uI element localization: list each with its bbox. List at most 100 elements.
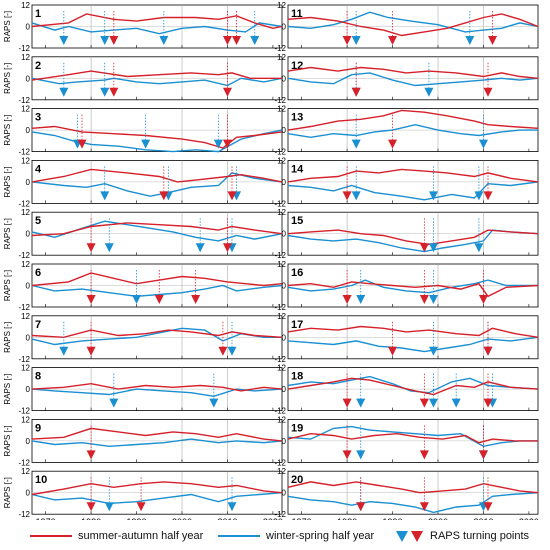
panel-number: 10 [35, 474, 47, 486]
y-tick-label: 12 [21, 467, 30, 476]
series-winter [287, 425, 538, 448]
summer-turning-point [483, 346, 493, 356]
series-winter [287, 492, 539, 514]
y-tick-label: 12 [21, 260, 30, 269]
y-tick-label: -12 [18, 199, 30, 208]
y-tick-label: 12 [21, 364, 30, 373]
winter-turning-point [474, 191, 484, 201]
series-summer [287, 66, 539, 79]
summer-turning-point [356, 502, 366, 512]
summer-turning-point [419, 398, 429, 408]
winter-turning-point [104, 502, 114, 512]
summer-turning-point [342, 36, 352, 45]
series-winter [31, 77, 283, 87]
panel-4: 12 0 -12 RAPS [-] 4 [3, 156, 283, 208]
y-tick-label: 12 [277, 53, 286, 62]
y-tick-label: -12 [18, 44, 30, 53]
summer-turning-point [483, 191, 493, 201]
y-tick-label: 12 [277, 415, 286, 424]
panel-8: 12 0 -12 RAPS [-] 8 [3, 364, 283, 416]
summer-turning-point [86, 346, 96, 356]
summer-turning-point [136, 502, 146, 512]
series-summer [287, 325, 539, 338]
winter-turning-point [474, 243, 484, 253]
series-summer [287, 109, 539, 131]
summer-turning-point [342, 398, 352, 408]
panel-number: 9 [35, 422, 41, 434]
panel-number: 4 [35, 163, 42, 175]
winter-turning-point [59, 346, 69, 356]
x-tick-label: 2010 [217, 517, 237, 520]
y-tick-label: 0 [282, 489, 287, 498]
summer-turning-point [191, 295, 201, 304]
y-tick-label: 0 [282, 385, 287, 394]
series-winter [287, 336, 539, 353]
summer-turning-point [488, 36, 498, 45]
x-tick-label: 1980 [81, 517, 101, 520]
y-tick-label: 0 [282, 230, 287, 239]
x-tick-label: 2000 [172, 517, 192, 520]
panel-number: 1 [35, 8, 41, 20]
winter-turning-point [250, 36, 260, 45]
series-summer [31, 13, 283, 30]
summer-turning-point [419, 502, 429, 512]
summer-turning-point [342, 295, 352, 304]
summer-turning-point [232, 36, 242, 45]
winter-turning-point [227, 346, 237, 356]
y-tick-label: 12 [277, 156, 286, 165]
winter-turning-point [109, 398, 119, 408]
panel-number: 17 [291, 319, 303, 331]
panel-5: 12 0 -12 RAPS [-] 5 [3, 208, 283, 260]
x-tick-label: 2000 [428, 517, 448, 520]
summer-turning-point [159, 191, 169, 201]
y-tick-label: 12 [277, 467, 286, 476]
winter-turning-point [59, 87, 69, 97]
x-tick-label: 1980 [337, 517, 357, 520]
winter-turning-point [424, 87, 434, 97]
summer-turning-point [86, 243, 96, 253]
summer-turning-point [419, 450, 429, 460]
panel-19: 12 0 -12 19 [274, 415, 539, 467]
y-tick-label: -12 [274, 407, 286, 416]
y-tick-label: 0 [26, 489, 31, 498]
series-winter [31, 172, 283, 197]
y-tick-label: 0 [282, 282, 287, 291]
legend-winter-line [218, 535, 260, 537]
summer-turning-point [77, 139, 87, 149]
y-tick-label: 0 [26, 178, 31, 187]
summer-turning-point [478, 295, 488, 304]
y-tick-label: 12 [277, 364, 286, 373]
series-summer [287, 281, 539, 298]
legend-summer: summer-autumn half year [30, 530, 203, 542]
y-tick-label: 12 [277, 105, 286, 114]
winter-turning-point [195, 243, 205, 253]
panel-20: 120-1220197019801990200020102020year [274, 467, 538, 520]
summer-turning-point [388, 139, 398, 149]
legend-summer-line [30, 535, 72, 537]
legend-blue-triangle-icon [396, 530, 408, 542]
summer-turning-point [109, 87, 119, 97]
winter-turning-point [428, 346, 438, 356]
y-tick-label: -12 [274, 510, 286, 519]
legend-red-triangle-icon [411, 530, 423, 542]
y-tick-label: -12 [18, 458, 30, 467]
series-winter [287, 72, 539, 87]
y-axis-label: RAPS [-] [3, 63, 12, 94]
y-tick-label: -12 [18, 510, 30, 519]
y-tick-label: 0 [26, 126, 31, 135]
winter-turning-point [478, 139, 488, 149]
y-tick-label: 0 [26, 230, 31, 239]
winter-turning-point [100, 87, 110, 97]
summer-turning-point [483, 87, 493, 97]
y-tick-label: -12 [274, 458, 286, 467]
series-winter [31, 284, 283, 298]
y-tick-label: 0 [282, 333, 287, 342]
summer-turning-point [351, 87, 361, 97]
winter-turning-point [428, 398, 438, 408]
winter-turning-point [451, 398, 461, 408]
y-tick-label: -12 [18, 96, 30, 105]
summer-turning-point [86, 502, 96, 512]
winter-turning-point [100, 191, 110, 201]
